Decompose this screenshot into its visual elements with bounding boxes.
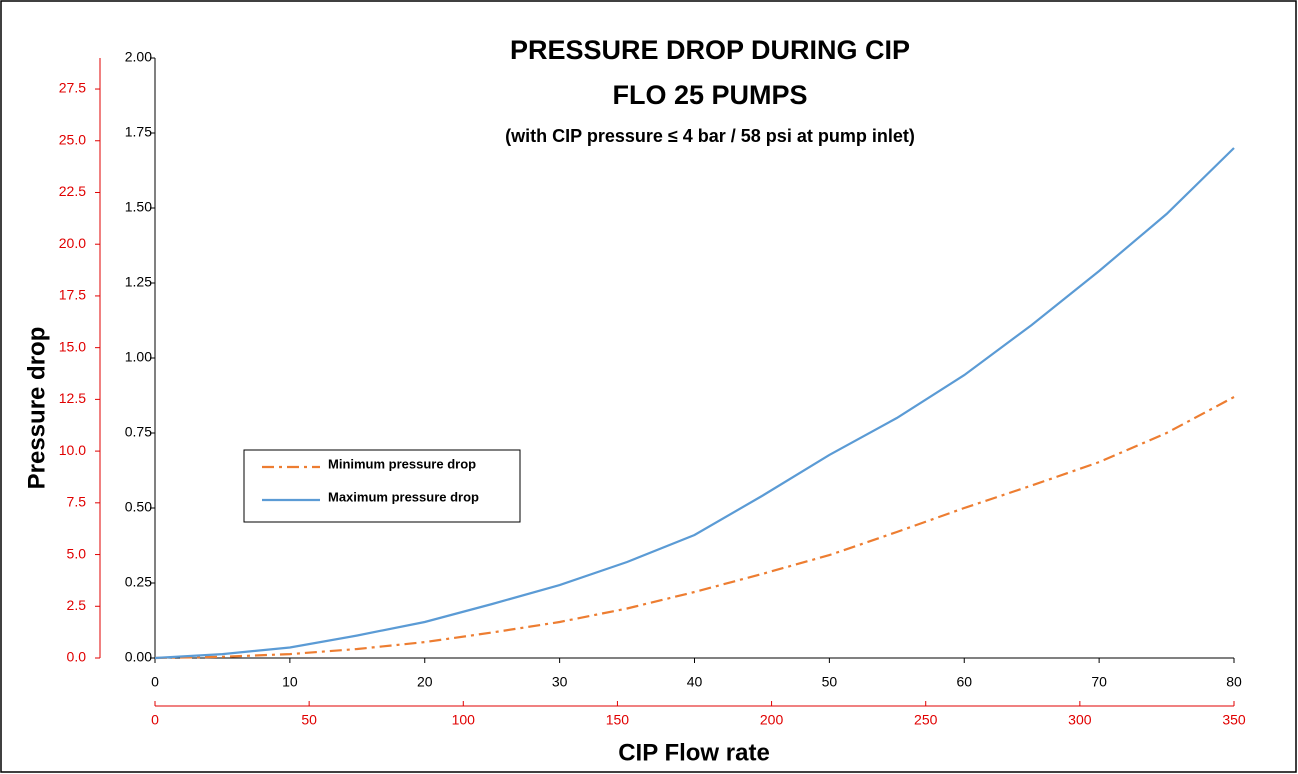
y-tick-label: 0.25 [125,574,152,590]
chart-title: PRESSURE DROP DURING CIP [510,35,910,65]
legend [243,449,521,523]
legend-label: Minimum pressure drop [328,456,476,471]
y-tick-label: 0.00 [125,649,152,665]
y-tick-label: 1.75 [125,124,152,140]
x2-tick-label: 100 [452,712,476,728]
x-tick-label: 40 [687,674,703,690]
y2-tick-label: 12.5 [59,390,86,406]
x2-tick-label: 150 [606,712,630,728]
x2-tick-label: 350 [1222,712,1246,728]
y2-tick-label: 2.5 [67,597,87,613]
y-tick-label: 1.50 [125,199,152,215]
x-tick-label: 30 [552,674,568,690]
y-tick-label: 1.25 [125,274,152,290]
x2-tick-label: 50 [301,712,317,728]
x-axis-label: CIP Flow rate [618,739,770,766]
x-tick-label: 80 [1226,674,1242,690]
y2-tick-label: 15.0 [59,338,86,354]
x-tick-label: 20 [417,674,433,690]
x-tick-label: 50 [822,674,838,690]
chart-subtitle: FLO 25 PUMPS [612,80,807,110]
y2-tick-label: 22.5 [59,183,86,199]
y-axis-label: Pressure drop [23,327,50,490]
y-tick-label: 0.75 [125,424,152,440]
x2-tick-label: 250 [914,712,938,728]
y2-tick-label: 7.5 [67,494,87,510]
chart-note: (with CIP pressure ≤ 4 bar / 58 psi at p… [505,126,915,146]
x-tick-label: 0 [151,674,159,690]
series-line [154,147,1235,660]
y2-tick-label: 5.0 [67,545,87,561]
x2-tick-label: 0 [151,712,159,728]
y2-tick-label: 25.0 [59,131,86,147]
series-line [154,396,1235,660]
x2-tick-label: 300 [1068,712,1092,728]
y2-tick-label: 17.5 [59,287,86,303]
y-tick-label: 0.50 [125,499,152,515]
y-tick-label: 2.00 [125,49,152,65]
y2-tick-label: 20.0 [59,235,86,251]
x-tick-label: 60 [956,674,972,690]
y2-tick-label: 10.0 [59,442,86,458]
legend-label: Maximum pressure drop [328,489,479,504]
y-tick-label: 1.00 [125,349,152,365]
y2-tick-label: 27.5 [59,80,86,96]
y2-tick-label: 0.0 [67,649,87,665]
x2-tick-label: 200 [760,712,784,728]
x-tick-label: 70 [1091,674,1107,690]
x-tick-label: 10 [282,674,298,690]
